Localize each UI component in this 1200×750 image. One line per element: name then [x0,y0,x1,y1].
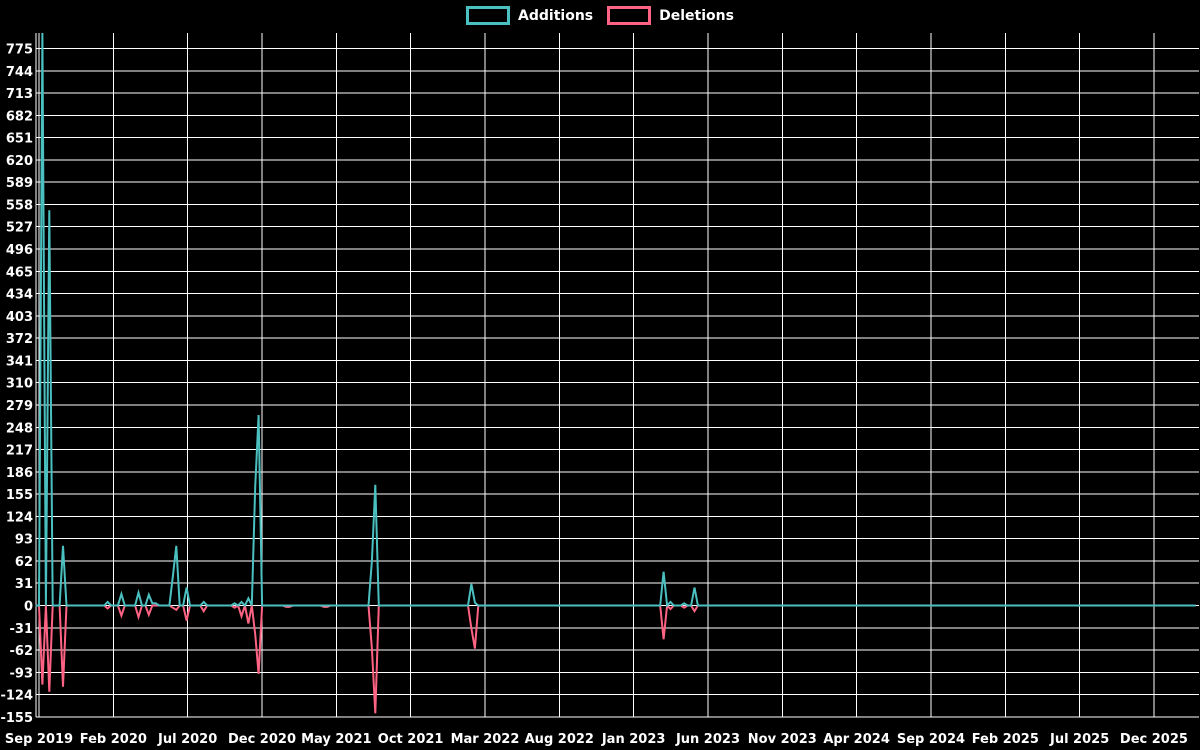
svg-text:Jun 2023: Jun 2023 [675,732,740,747]
svg-text:Jan 2023: Jan 2023 [601,732,666,747]
svg-text:Jul 2025: Jul 2025 [1049,732,1109,747]
svg-text:Oct 2021: Oct 2021 [378,732,444,747]
svg-text:Dec 2025: Dec 2025 [1120,732,1188,747]
deletions-swatch-icon [607,6,652,25]
legend-item-deletions[interactable]: Deletions [607,6,734,25]
legend-item-additions[interactable]: Additions [466,6,593,25]
x-axis-labels: Sep 2019 Feb 2020 Jul 2020 Dec 2020 May 2021… [5,732,1188,747]
svg-text:Dec 2020: Dec 2020 [228,732,296,747]
grid-lines [35,33,1199,718]
svg-text:-31: -31 [10,622,34,637]
y-axis-labels: 7757447136826516205895585274964654344033… [0,43,33,726]
svg-text:-155: -155 [0,711,33,726]
svg-text:155: 155 [6,488,33,503]
svg-text:0: 0 [24,600,33,615]
svg-text:403: 403 [6,310,33,325]
svg-text:248: 248 [6,421,33,436]
svg-text:-93: -93 [10,666,34,681]
additions-line [35,32,1196,608]
legend-label-additions: Additions [518,7,594,24]
svg-text:Jul 2020: Jul 2020 [157,732,217,747]
svg-text:Sep 2019: Sep 2019 [5,732,73,747]
svg-text:527: 527 [6,221,33,236]
svg-text:465: 465 [6,265,33,280]
svg-text:651: 651 [6,132,33,147]
svg-text:Mar 2022: Mar 2022 [451,732,520,747]
svg-text:Nov 2023: Nov 2023 [748,732,817,747]
svg-text:-62: -62 [10,644,34,659]
svg-text:May 2021: May 2021 [301,732,372,747]
svg-text:775: 775 [6,43,33,58]
svg-text:Sep 2024: Sep 2024 [897,732,965,747]
svg-text:186: 186 [6,466,33,481]
svg-text:31: 31 [15,577,33,592]
svg-text:217: 217 [6,444,33,459]
svg-text:496: 496 [6,243,33,258]
svg-text:310: 310 [6,377,33,392]
deletions-line [35,603,1196,714]
svg-text:Apr 2024: Apr 2024 [823,732,890,747]
svg-text:620: 620 [6,154,33,169]
svg-text:372: 372 [6,332,33,347]
svg-text:124: 124 [6,510,33,525]
additions-swatch-icon [466,6,511,25]
chart-legend: Additions Deletions [0,6,1200,25]
svg-text:589: 589 [6,176,33,191]
svg-text:713: 713 [6,87,33,102]
svg-text:Feb 2020: Feb 2020 [80,732,147,747]
svg-text:558: 558 [6,198,33,213]
svg-text:62: 62 [15,555,33,570]
legend-label-deletions: Deletions [659,7,734,24]
svg-text:434: 434 [6,288,33,303]
svg-text:Aug 2022: Aug 2022 [525,732,594,747]
svg-text:279: 279 [6,399,33,414]
svg-text:93: 93 [15,533,33,548]
svg-text:Feb 2025: Feb 2025 [972,732,1039,747]
svg-text:341: 341 [6,354,33,369]
svg-text:-124: -124 [0,689,33,704]
svg-text:682: 682 [6,109,33,124]
svg-text:744: 744 [6,65,33,80]
